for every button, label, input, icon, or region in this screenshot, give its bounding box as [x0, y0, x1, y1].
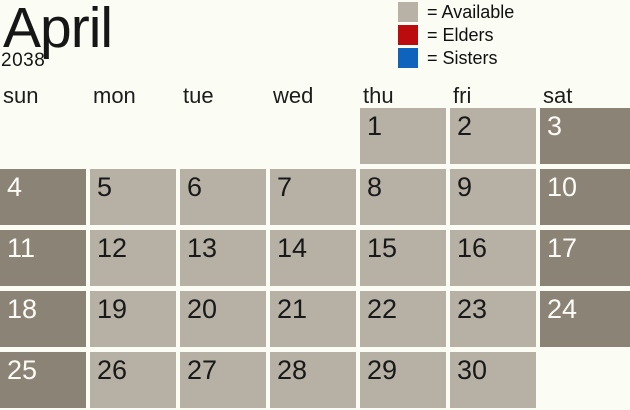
- year-label: 2038: [1, 50, 46, 71]
- day-cell-4[interactable]: 4: [0, 169, 86, 225]
- day-cell-11[interactable]: 11: [0, 230, 86, 286]
- day-cell-25[interactable]: 25: [0, 352, 86, 408]
- day-header-thu: thu: [363, 83, 394, 108]
- legend-item-sisters: = Sisters: [398, 48, 514, 68]
- empty-day-cell: [540, 352, 630, 408]
- day-cell-24[interactable]: 24: [540, 291, 630, 347]
- day-cell-18[interactable]: 18: [0, 291, 86, 347]
- month-title: April: [3, 0, 113, 60]
- day-header-sun: sun: [3, 83, 39, 108]
- legend-label-available: = Available: [427, 1, 515, 22]
- day-cell-30[interactable]: 30: [450, 352, 536, 408]
- day-cell-2[interactable]: 2: [450, 108, 536, 164]
- day-header-fri: fri: [453, 83, 472, 108]
- day-cell-26[interactable]: 26: [90, 352, 176, 408]
- day-cell-16[interactable]: 16: [450, 230, 536, 286]
- legend-item-available: = Available: [398, 2, 514, 22]
- day-header-mon: mon: [93, 83, 136, 108]
- legend-item-elders: = Elders: [398, 25, 514, 45]
- day-header-sat: sat: [543, 83, 573, 108]
- day-cell-9[interactable]: 9: [450, 169, 536, 225]
- sisters-swatch-icon: [398, 48, 418, 68]
- day-cell-1[interactable]: 1: [360, 108, 446, 164]
- day-cell-22[interactable]: 22: [360, 291, 446, 347]
- title-block: April: [3, 0, 113, 60]
- day-cell-8[interactable]: 8: [360, 169, 446, 225]
- day-cell-12[interactable]: 12: [90, 230, 176, 286]
- day-cell-13[interactable]: 13: [180, 230, 266, 286]
- day-header-wed: wed: [273, 83, 314, 108]
- empty-day-cell: [180, 108, 266, 164]
- day-header-tue: tue: [183, 83, 214, 108]
- calendar-grid: 1 2 3 4 5 6 7 8 9 10 11 12 13 14 15 16 17 18 19 20 21 22 23 24 2…: [0, 108, 630, 408]
- day-cell-10[interactable]: 10: [540, 169, 630, 225]
- day-cell-23[interactable]: 23: [450, 291, 536, 347]
- available-swatch-icon: [398, 2, 418, 22]
- day-cell-21[interactable]: 21: [270, 291, 356, 347]
- empty-day-cell: [270, 108, 356, 164]
- calendar: sun mon tue wed thu fri sat 1 2 3 4 5 6 7 8 9 10 11 12 13 1…: [0, 82, 630, 408]
- day-cell-20[interactable]: 20: [180, 291, 266, 347]
- day-cell-14[interactable]: 14: [270, 230, 356, 286]
- day-cell-15[interactable]: 15: [360, 230, 446, 286]
- empty-day-cell: [90, 108, 176, 164]
- day-cell-19[interactable]: 19: [90, 291, 176, 347]
- day-cell-17[interactable]: 17: [540, 230, 630, 286]
- day-cell-7[interactable]: 7: [270, 169, 356, 225]
- legend: = Available = Elders = Sisters: [398, 2, 514, 68]
- legend-label-sisters: = Sisters: [427, 47, 498, 68]
- legend-label-elders: = Elders: [427, 24, 494, 45]
- day-cell-28[interactable]: 28: [270, 352, 356, 408]
- day-cell-3[interactable]: 3: [540, 108, 630, 164]
- day-of-week-header-row: sun mon tue wed thu fri sat: [0, 82, 630, 108]
- empty-day-cell: [0, 108, 86, 164]
- day-cell-29[interactable]: 29: [360, 352, 446, 408]
- day-cell-27[interactable]: 27: [180, 352, 266, 408]
- elders-swatch-icon: [398, 25, 418, 45]
- day-cell-5[interactable]: 5: [90, 169, 176, 225]
- day-cell-6[interactable]: 6: [180, 169, 266, 225]
